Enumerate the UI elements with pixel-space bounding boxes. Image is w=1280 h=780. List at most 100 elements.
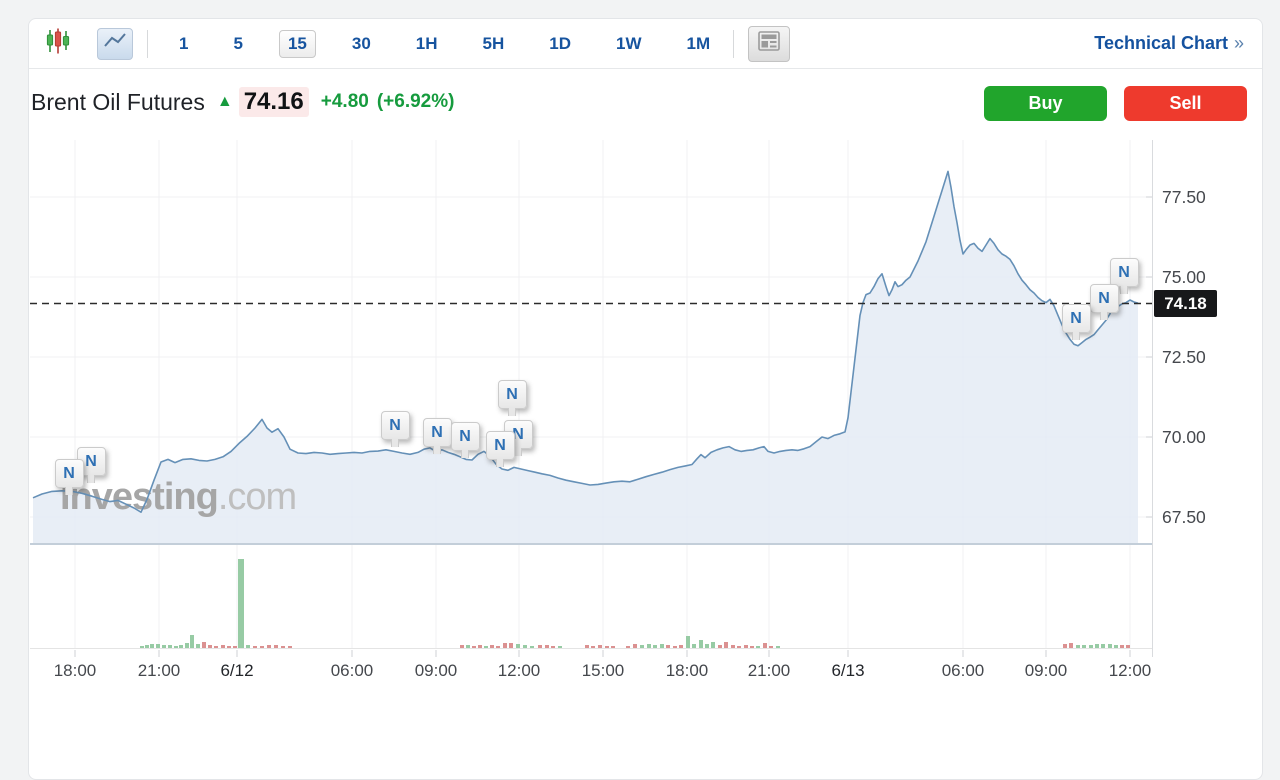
volume-bar [274, 645, 278, 648]
y-axis-label: 77.50 [1162, 187, 1206, 207]
volume-bar [711, 642, 715, 648]
last-price-tag: 74.18 [1154, 290, 1217, 317]
y-axis-label: 70.00 [1162, 427, 1206, 447]
y-axis-label: 72.50 [1162, 347, 1206, 367]
x-axis-label: 21:00 [138, 661, 181, 680]
news-marker[interactable]: N [422, 417, 452, 447]
news-marker[interactable]: N [1089, 283, 1119, 313]
news-marker[interactable]: N [380, 410, 410, 440]
chevron-right-icon: » [1233, 33, 1244, 53]
news-marker[interactable]: N [1061, 303, 1091, 333]
news-toggle-button[interactable] [748, 25, 791, 62]
interval-button-1H[interactable]: 1H [415, 33, 438, 53]
toolbar-divider [733, 29, 735, 58]
volume-bar [640, 645, 644, 648]
volume-bar [1095, 644, 1099, 648]
interval-button-1M[interactable]: 1M [686, 33, 711, 53]
volume-bar [699, 640, 703, 648]
interval-button-15[interactable]: 15 [278, 29, 316, 58]
x-axis-label: 06:00 [331, 661, 374, 680]
volume-bar [598, 645, 602, 648]
x-axis-label: 09:00 [415, 661, 458, 680]
x-axis-label: 06:00 [942, 661, 985, 680]
interval-button-30[interactable]: 30 [351, 33, 371, 53]
volume-bar [633, 644, 637, 648]
volume-bar [478, 645, 482, 648]
volume-bar [523, 645, 527, 648]
volume-bar [150, 644, 154, 648]
volume-bar [666, 645, 670, 648]
volume-bar [214, 646, 218, 648]
volume-bar [196, 644, 200, 648]
volume-bar [692, 644, 696, 648]
volume-bar [660, 644, 664, 648]
buy-button[interactable]: Buy [984, 86, 1107, 121]
up-arrow-icon: ▲ [216, 93, 233, 110]
price-change: +4.80 [320, 91, 369, 112]
volume-bar [238, 559, 244, 648]
news-marker[interactable]: N [450, 421, 480, 451]
volume-bar [484, 646, 488, 648]
volume-bar [202, 642, 206, 648]
volume-bar [1120, 645, 1124, 648]
interval-button-1W[interactable]: 1W [615, 33, 642, 53]
news-marker[interactable]: N [497, 379, 527, 409]
x-axis-label: 09:00 [1025, 661, 1068, 680]
volume-bar [460, 645, 464, 648]
volume-bar [190, 635, 194, 648]
volume-bar [718, 645, 722, 648]
price-change-percent: (+6.92%) [376, 91, 455, 112]
volume-bar [246, 645, 250, 648]
volume-bar [1114, 645, 1118, 648]
volume-bar [174, 646, 178, 648]
volume-bar [653, 645, 657, 648]
volume-bar [162, 645, 166, 648]
volume-bar [466, 645, 470, 648]
volume-bar [1101, 644, 1105, 648]
price-line [32, 170, 1139, 513]
candlestick-chart-button[interactable] [45, 28, 71, 58]
price-chart-canvas[interactable]: Investing.com 77.50 75.00 72.50 70.00 67.50 18… [0, 0, 1280, 706]
news-marker[interactable]: N [485, 430, 515, 460]
x-axis-label: 15:00 [582, 661, 625, 680]
volume-bar [516, 644, 520, 648]
y-axis-label: 75.00 [1162, 267, 1206, 287]
interval-button-1D[interactable]: 1D [549, 33, 571, 53]
volume-bar [551, 646, 555, 648]
volume-bar [267, 645, 271, 648]
volume-bar [673, 646, 677, 648]
volume-bar [538, 645, 542, 648]
interval-button-5[interactable]: 5 [233, 33, 243, 53]
news-marker[interactable]: N [54, 458, 84, 488]
volume-bar [260, 646, 264, 648]
volume-bar [145, 645, 149, 648]
volume-bar [1076, 645, 1080, 648]
price-area-fill [33, 171, 1138, 543]
volume-bar [185, 643, 189, 648]
interval-button-1[interactable]: 1 [179, 33, 189, 53]
volume-bar [769, 646, 773, 648]
y-axis-label: 67.50 [1162, 507, 1206, 527]
instrument-title: Brent Oil Futures [31, 88, 205, 115]
volume-bar [1063, 644, 1067, 648]
volume-bar [605, 646, 609, 648]
sell-button[interactable]: Sell [1124, 86, 1247, 121]
x-axis-label: 18:00 [666, 661, 709, 680]
volume-bar [509, 643, 513, 648]
news-marker[interactable]: N [1109, 257, 1139, 287]
volume-bar [168, 645, 172, 648]
interval-button-5H[interactable]: 5H [482, 33, 505, 53]
volume-bar [756, 646, 760, 648]
instrument-header: Brent Oil Futures ▲ 74.16 +4.80 (+6.92%) [31, 84, 454, 120]
volume-bar [737, 646, 741, 648]
volume-bar [750, 646, 754, 648]
watermark: Investing.com [60, 476, 296, 518]
chart-toolbar: 1 5 15 30 1H 5H 1D 1W 1M Technical Chart » [29, 19, 1262, 69]
line-chart-button[interactable] [97, 27, 133, 60]
volume-bar [545, 645, 549, 648]
news-icon [758, 31, 780, 56]
volume-bar [490, 645, 494, 648]
technical-chart-link[interactable]: Technical Chart » [1094, 33, 1248, 54]
volume-bar [156, 644, 160, 648]
